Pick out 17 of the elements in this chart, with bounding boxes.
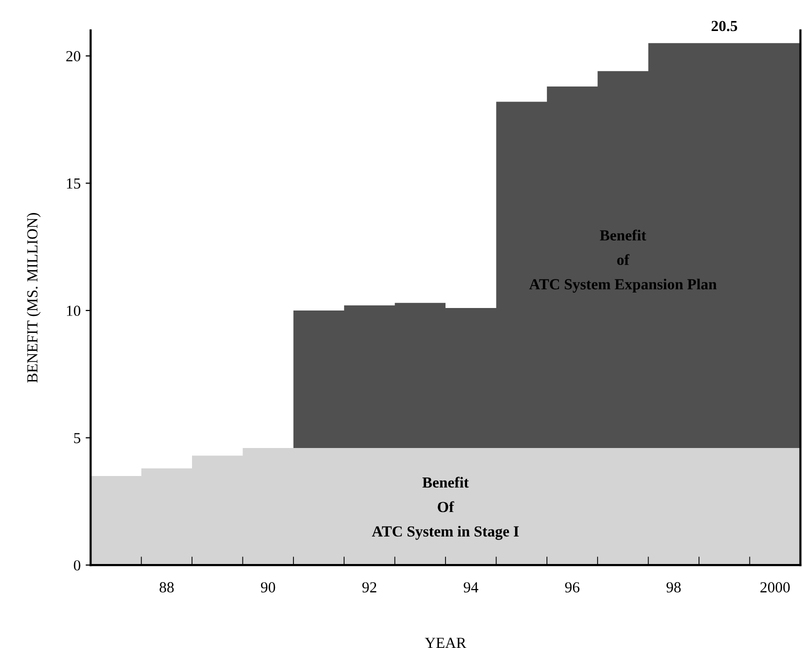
annotation: Benefit Of ATC System in Stage I — [372, 476, 519, 540]
x-tick-label: 98 — [666, 582, 681, 592]
y-axis-title: BENEFIT (MS. MILLION) — [26, 213, 41, 383]
x-tick-label: 92 — [362, 582, 376, 592]
y-tick-label: 10 — [66, 306, 80, 316]
x-axis-title: YEAR — [424, 638, 466, 648]
y-tick-label: 15 — [66, 178, 80, 189]
x-tick-label: 96 — [565, 582, 580, 592]
y-tick-label: 5 — [74, 433, 80, 444]
total-label: 20.5 — [712, 20, 738, 32]
annotation: Benefit of ATC System Expansion Plan — [529, 230, 717, 293]
x-tick-label: 94 — [464, 582, 478, 592]
y-tick-label: 0 — [74, 560, 80, 571]
x-tick-label: 88 — [160, 582, 174, 592]
x-tick-label: 90 — [260, 582, 276, 592]
x-tick-label: 2000 — [760, 582, 790, 592]
y-tick-label: 20 — [66, 51, 80, 62]
